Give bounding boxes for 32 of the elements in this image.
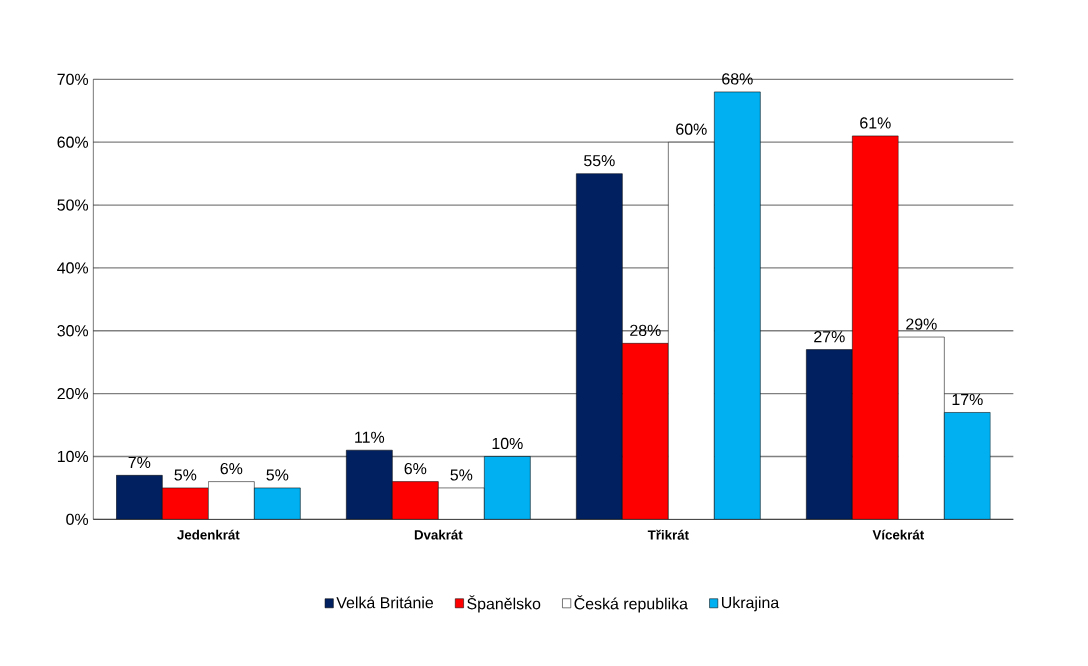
x-tick-label: Jedenkrát [177, 529, 240, 540]
legend-label: Velká Británie [336, 596, 434, 609]
data-label: 29% [906, 318, 937, 330]
legend-label: Česká republika [574, 595, 688, 613]
data-label: 6% [404, 462, 427, 475]
y-tick-label: 40% [57, 262, 89, 274]
data-label: 55% [584, 155, 615, 167]
data-label: 61% [860, 117, 891, 129]
legend-label: Ukrajina [721, 596, 780, 612]
y-tick-label: 50% [57, 199, 89, 211]
data-label: 5% [450, 469, 473, 481]
y-tick-label: 10% [57, 450, 89, 463]
data-label: 28% [630, 324, 661, 336]
y-tick-label: 20% [57, 387, 89, 400]
legend-label: Španělsko [467, 595, 541, 613]
data-label: 68% [722, 73, 753, 85]
data-label: 27% [814, 331, 845, 343]
y-tick-label: 70% [57, 73, 89, 85]
data-label: 6% [220, 462, 243, 475]
y-tick-label: 60% [57, 136, 89, 148]
y-tick-label: 0% [66, 513, 89, 525]
data-label: 10% [492, 437, 523, 450]
data-label: 17% [952, 393, 983, 406]
x-tick-label: Dvakrát [414, 529, 463, 540]
data-label: 7% [128, 456, 151, 468]
data-label: 5% [174, 469, 197, 481]
data-label: 5% [266, 469, 289, 481]
data-label: 60% [676, 123, 707, 135]
data-label: 11% [355, 431, 385, 443]
x-tick-label: Třikrát [647, 529, 689, 540]
x-tick-label: Vícekrát [872, 529, 925, 540]
y-tick-label: 30% [57, 325, 89, 337]
